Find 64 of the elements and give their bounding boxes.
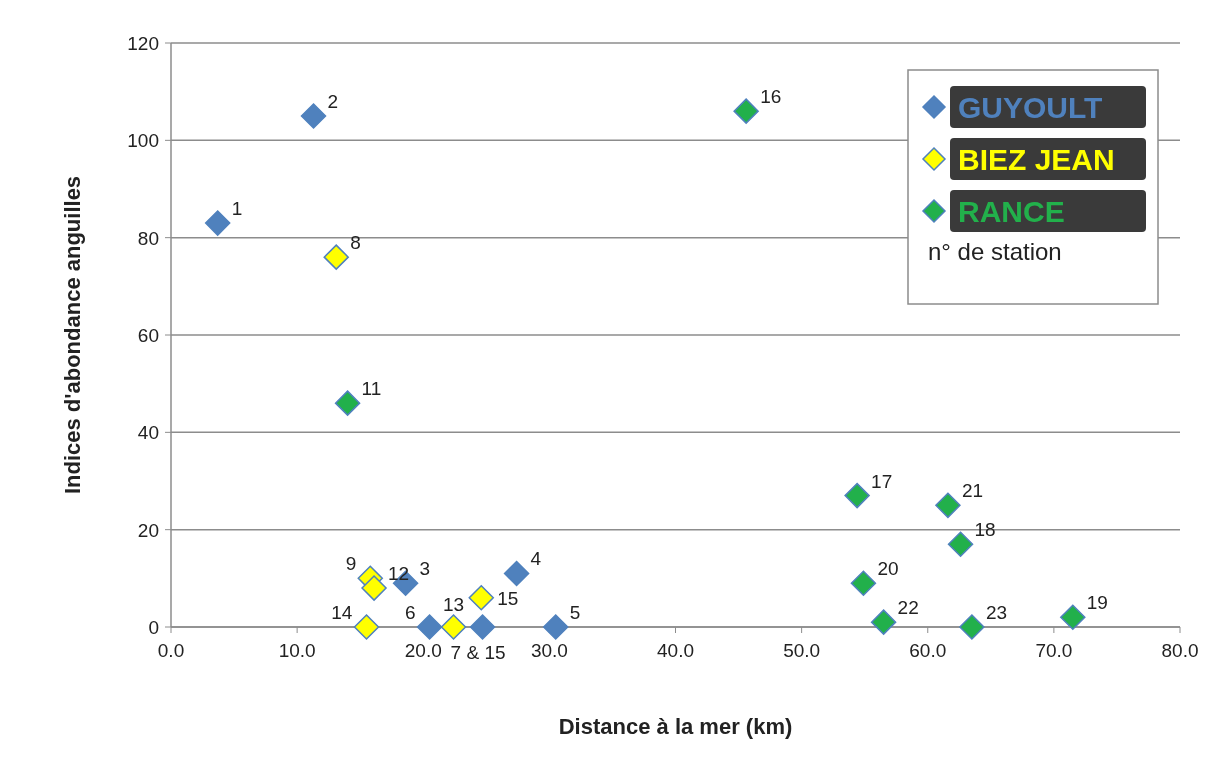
annotation: 16: [760, 86, 782, 108]
annotation: 14: [331, 602, 353, 623]
point: [870, 609, 897, 635]
point: [959, 614, 985, 640]
point: [323, 244, 349, 270]
annotation: 5: [569, 602, 581, 623]
x-tick-label: 30.0: [530, 640, 568, 661]
point: [468, 585, 495, 611]
point: [440, 614, 467, 640]
point: [844, 482, 870, 509]
point: [542, 614, 569, 640]
annotation: 22: [897, 597, 919, 619]
point: [204, 210, 231, 236]
y-tick-label: 60: [137, 325, 159, 346]
x-axis-title: Distance à la mer (km): [558, 714, 793, 739]
legend-label: RANCE: [958, 195, 1065, 228]
y-tick-label: 20: [137, 519, 159, 541]
x-tick-label: 10.0: [278, 640, 316, 661]
point: [733, 98, 759, 124]
annotation: 3: [419, 558, 431, 580]
annotation: 23: [985, 602, 1008, 623]
x-tick-label: 60.0: [909, 640, 947, 661]
y-tick-label: 120: [127, 33, 159, 54]
annotation: 17: [871, 470, 893, 492]
point: [334, 390, 361, 416]
x-tick-label: 20.0: [404, 640, 442, 661]
y-tick-label: 80: [137, 227, 159, 249]
annotation: 4: [530, 548, 542, 570]
annotation: 20: [877, 558, 899, 580]
annotation: 1: [231, 198, 243, 220]
point: [503, 560, 530, 587]
annotation: 7 & 15: [450, 642, 506, 663]
y-tick-label: 40: [137, 422, 159, 444]
annotation: 15: [497, 587, 519, 609]
y-axis-title: Indices d'abondance anguilles: [60, 175, 85, 495]
point: [850, 570, 877, 596]
x-tick-label: 70.0: [1035, 640, 1073, 661]
annotation: 9: [345, 553, 357, 575]
annotation: 18: [974, 519, 996, 541]
point: [300, 103, 327, 129]
legend-label: GUYOULT: [958, 91, 1103, 124]
point: [361, 575, 387, 601]
annotation: 13: [442, 594, 465, 615]
annotation: 21: [961, 480, 984, 502]
y-tick-label: 0: [148, 617, 159, 638]
point: [935, 492, 961, 519]
annotation: 12: [388, 563, 410, 585]
point: [353, 614, 380, 640]
x-tick-label: 50.0: [783, 640, 821, 661]
annotation: 8: [350, 232, 361, 254]
x-tick-label: 40.0: [657, 640, 694, 661]
point: [1060, 604, 1086, 631]
annotation: 19: [1086, 592, 1108, 614]
annotation: 6: [404, 602, 416, 623]
y-tick-label: 100: [127, 130, 159, 152]
legend-label: BIEZ JEAN: [958, 143, 1115, 176]
x-tick-label: 80.0: [1161, 640, 1199, 661]
x-tick-label: 0.0: [157, 640, 185, 661]
annotation: 11: [361, 378, 382, 400]
point: [469, 614, 496, 640]
legend-title: n° de station: [928, 238, 1062, 265]
annotation: 2: [327, 91, 339, 112]
point: [947, 531, 974, 558]
point: [416, 614, 443, 640]
